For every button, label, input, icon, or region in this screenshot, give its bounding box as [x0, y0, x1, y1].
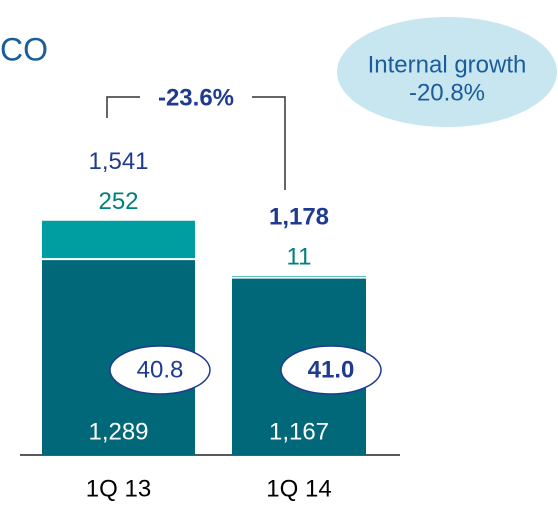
- x-tick-label: 1Q 14: [266, 475, 331, 502]
- bracket: [106, 96, 140, 118]
- change-label: -23.6%: [158, 84, 234, 111]
- ratio-ellipse: [109, 345, 211, 395]
- bubble-title: Internal growth: [368, 51, 527, 78]
- segment-label: 1,289: [88, 418, 148, 445]
- segment-label: 252: [98, 188, 138, 215]
- segment-label: 1,167: [269, 418, 329, 445]
- total-label: 1,541: [88, 148, 148, 175]
- ratio-label: 40.8: [137, 356, 184, 383]
- segment-label: 11: [287, 243, 312, 270]
- bracket: [252, 96, 286, 190]
- bubble-value: -20.8%: [409, 79, 485, 106]
- ratio-label: 41.0: [308, 356, 355, 383]
- total-label: 1,178: [269, 203, 329, 230]
- chart-title: CO: [0, 31, 48, 67]
- ratio-ellipse: [280, 345, 382, 395]
- x-tick-label: 1Q 13: [86, 475, 151, 502]
- bubble: [337, 17, 557, 127]
- bar-segment: [42, 220, 195, 260]
